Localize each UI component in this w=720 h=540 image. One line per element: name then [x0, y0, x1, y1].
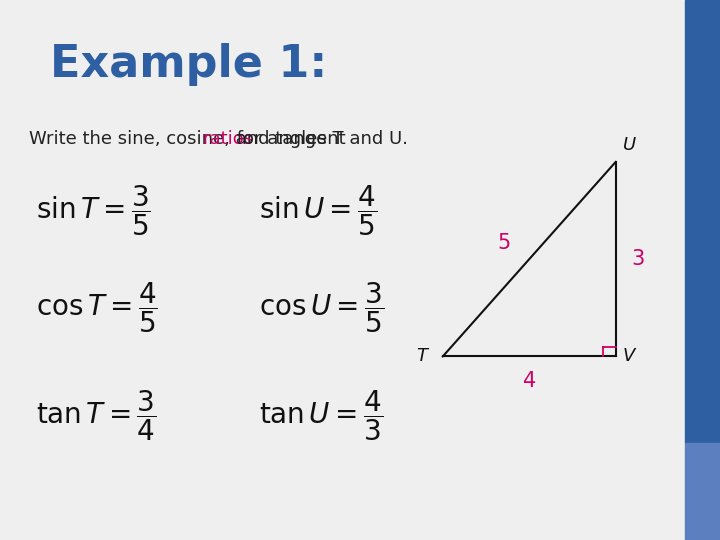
Text: 5: 5 — [498, 233, 510, 253]
Text: T: T — [416, 347, 427, 366]
Text: $\tan T = \dfrac{3}{4}$: $\tan T = \dfrac{3}{4}$ — [36, 388, 157, 443]
Text: U: U — [623, 136, 636, 154]
Text: $\cos U = \dfrac{3}{5}$: $\cos U = \dfrac{3}{5}$ — [259, 280, 384, 335]
Text: 4: 4 — [523, 370, 536, 391]
Bar — [685, 443, 720, 540]
Bar — [685, 0, 720, 443]
Text: $\sin T = \dfrac{3}{5}$: $\sin T = \dfrac{3}{5}$ — [36, 183, 151, 238]
Text: $\cos T = \dfrac{4}{5}$: $\cos T = \dfrac{4}{5}$ — [36, 280, 158, 335]
Text: V: V — [623, 347, 635, 366]
Text: $\sin U = \dfrac{4}{5}$: $\sin U = \dfrac{4}{5}$ — [259, 183, 377, 238]
Text: Write the sine, cosine, and tangent: Write the sine, cosine, and tangent — [29, 130, 351, 147]
Text: $\tan U = \dfrac{4}{3}$: $\tan U = \dfrac{4}{3}$ — [259, 388, 383, 443]
Text: Example 1:: Example 1: — [50, 43, 328, 86]
Text: 3: 3 — [631, 249, 644, 269]
Text: for angles T and U.: for angles T and U. — [231, 130, 408, 147]
Text: ratios: ratios — [202, 130, 253, 147]
